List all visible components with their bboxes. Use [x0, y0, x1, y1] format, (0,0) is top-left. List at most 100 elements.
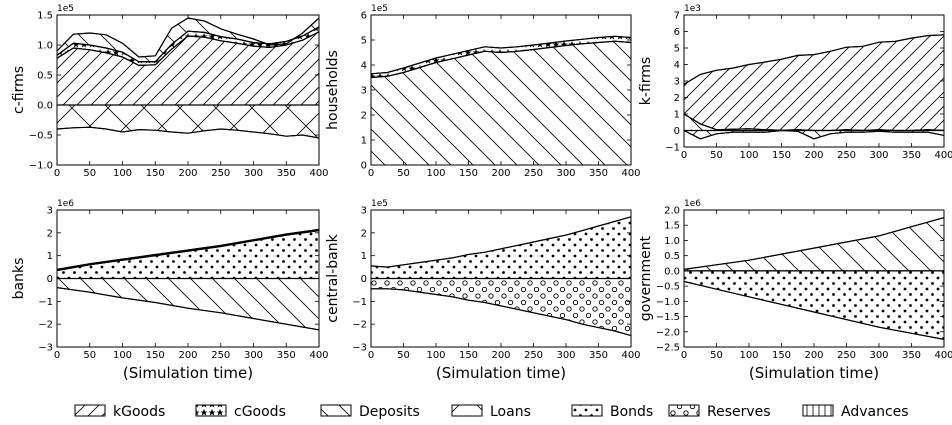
chart-panel-4: 0 50 100 150 200 250 300 350 400 −3 −2 −1 0 1 2 3 1e6 ban… — [11, 199, 329, 382]
x-tick-label: 300 — [869, 150, 888, 161]
legend-label: Deposits — [359, 404, 420, 420]
series-line-deposits — [57, 287, 319, 331]
x-tick-label: 350 — [589, 350, 608, 361]
legend-label: Reserves — [707, 404, 771, 420]
series-area-deposits — [371, 40, 631, 165]
x-axis-label: (Simulation time) — [749, 364, 879, 382]
x-axis-label: (Simulation time) — [436, 364, 566, 382]
y-tick-label: 1.5 — [664, 221, 680, 232]
y-tick-label: 1.5 — [37, 11, 53, 22]
legend-item-reserves: Reserves — [668, 404, 771, 420]
series-line-reserves — [57, 228, 319, 270]
y-tick-label: 3 — [361, 86, 367, 97]
y-tick-label: −2 — [352, 320, 367, 331]
x-tick-label: 0 — [54, 168, 60, 179]
y-tick-label: 0.5 — [37, 71, 53, 82]
x-tick-label: 150 — [146, 350, 165, 361]
x-tick-label: 100 — [113, 350, 132, 361]
y-tick-label: 2 — [361, 228, 367, 239]
x-tick-label: 250 — [837, 150, 856, 161]
y-tick-label: 2.0 — [664, 206, 680, 217]
x-tick-label: 250 — [837, 350, 856, 361]
y-tick-label: 0 — [47, 274, 53, 285]
series-area-deposits — [684, 217, 944, 272]
x-tick-label: 150 — [146, 168, 165, 179]
x-tick-label: 100 — [113, 168, 132, 179]
x-tick-label: 250 — [524, 350, 543, 361]
x-tick-label: 100 — [426, 168, 445, 179]
x-tick-label: 400 — [309, 168, 328, 179]
x-tick-label: 200 — [804, 350, 823, 361]
y-tick-label: 0 — [361, 274, 367, 285]
x-tick-label: 300 — [244, 168, 263, 179]
chart-panel-3: 0 50 100 150 200 250 300 350 400−1012345671e3k-f… — [638, 4, 952, 161]
x-tick-label: 100 — [426, 350, 445, 361]
y-tick-label: 6 — [361, 11, 367, 22]
series-area-reserves — [371, 278, 631, 337]
y-tick-label: −1 — [352, 297, 367, 308]
y-tick-label: −0.5 — [29, 131, 53, 142]
x-tick-label: 150 — [772, 350, 791, 361]
x-tick-label: 250 — [211, 168, 230, 179]
x-tick-label: 150 — [459, 168, 478, 179]
y-axis-label: c-firms — [11, 66, 27, 114]
y-tick-label: −3 — [352, 343, 367, 354]
legend-item-cgoods: cGoods — [195, 404, 286, 420]
series-area-bonds — [57, 230, 319, 279]
x-tick-label: 350 — [902, 150, 921, 161]
y-tick-label: −0.5 — [656, 282, 680, 293]
y-tick-label: 7 — [674, 11, 680, 22]
x-tick-label: 100 — [739, 350, 758, 361]
y-tick-label: 5 — [674, 44, 680, 55]
axis-exponent: 1e5 — [371, 4, 388, 14]
y-tick-label: −3 — [38, 343, 53, 354]
x-tick-label: 0 — [368, 350, 374, 361]
y-tick-label: −1.0 — [29, 161, 53, 172]
x-tick-label: 200 — [491, 350, 510, 361]
y-tick-label: 3 — [361, 206, 367, 217]
chart-panel-5: 0 50 100 150 200 250 300 350 400 −3 −2 −1 0 1 2 3 1e5 cen… — [325, 199, 641, 382]
y-tick-label: 1 — [361, 136, 367, 147]
series-line-bonds — [684, 280, 944, 340]
y-tick-label: −1.0 — [656, 297, 680, 308]
y-axis-label: government — [638, 235, 654, 321]
y-tick-label: 0 — [361, 161, 367, 172]
series-line-kgoods — [684, 34, 944, 85]
y-tick-label: 0.0 — [664, 266, 680, 277]
y-tick-label: 0.5 — [664, 251, 680, 262]
y-tick-label: 4 — [361, 61, 367, 72]
y-tick-label: 0 — [674, 126, 680, 137]
y-tick-label: 3 — [674, 77, 680, 88]
y-tick-label: 0.0 — [37, 101, 53, 112]
x-tick-label: 400 — [934, 350, 952, 361]
x-tick-label: 50 — [397, 168, 410, 179]
x-tick-label: 50 — [83, 168, 96, 179]
x-tick-label: 350 — [277, 350, 296, 361]
x-tick-label: 400 — [621, 350, 640, 361]
x-tick-label: 300 — [869, 350, 888, 361]
legend: kGoods cGoods Deposits Loans Bonds Reserves Ad… — [74, 404, 909, 420]
x-tick-label: 350 — [277, 168, 296, 179]
legend-swatch — [668, 404, 700, 417]
x-tick-label: 50 — [710, 350, 723, 361]
legend-swatch — [451, 404, 483, 417]
axis-exponent: 1e6 — [57, 199, 74, 209]
y-tick-label: −1 — [665, 143, 680, 154]
series-area-kgoods — [684, 34, 944, 132]
y-tick-label: −1.5 — [656, 312, 680, 323]
x-tick-label: 300 — [556, 350, 575, 361]
y-tick-label: −2 — [38, 320, 53, 331]
x-tick-label: 50 — [397, 350, 410, 361]
x-tick-label: 350 — [589, 168, 608, 179]
x-tick-label: 0 — [681, 150, 687, 161]
y-tick-label: 6 — [674, 27, 680, 38]
legend-label: Advances — [841, 404, 909, 420]
y-tick-label: 1 — [674, 110, 680, 121]
legend-item-advances: Advances — [802, 404, 909, 420]
legend-label: cGoods — [234, 404, 286, 420]
y-axis-label: central-bank — [325, 233, 341, 322]
y-axis-label: banks — [11, 258, 27, 300]
axis-exponent: 1e5 — [57, 4, 74, 14]
legend-swatch — [802, 404, 834, 417]
